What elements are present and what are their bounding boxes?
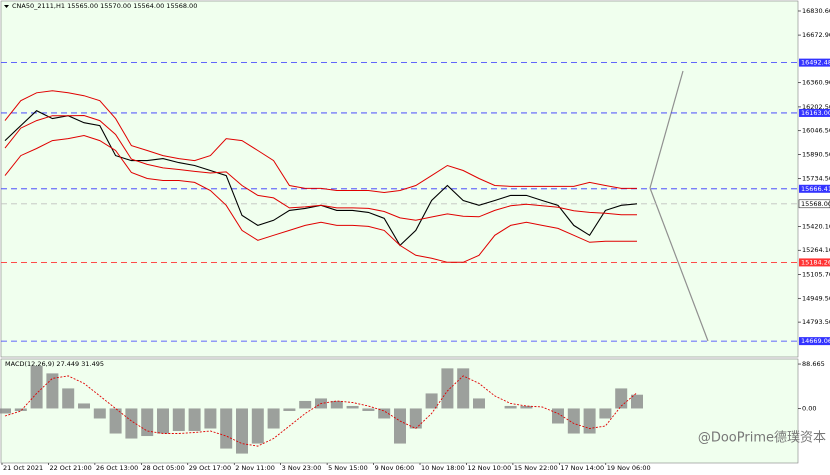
macd-bar xyxy=(409,408,422,429)
macd-bar xyxy=(631,394,643,409)
level-label-box xyxy=(799,258,830,267)
x-tick-label: 15 Nov 22:00 xyxy=(514,464,558,471)
x-tick-label: 28 Oct 05:00 xyxy=(142,464,184,471)
y-tick-label: 0.00 xyxy=(802,404,816,412)
macd-bar xyxy=(109,408,122,434)
y-tick-label: 16830.60 xyxy=(802,7,830,15)
macd-bar xyxy=(473,398,485,409)
macd-bar xyxy=(378,408,391,419)
level-label-box xyxy=(799,58,830,67)
chart-title: CNA50_2111,H1 15565.00 15570.00 15564.00… xyxy=(12,2,197,10)
x-tick-label: 10 Nov 18:00 xyxy=(421,464,465,471)
projection-arrow xyxy=(649,70,684,189)
level-label-box xyxy=(799,184,830,193)
macd-bar xyxy=(425,393,438,409)
x-tick-label: 2 Nov 11:00 xyxy=(235,464,275,471)
macd-bar xyxy=(599,408,612,419)
y-tick-label: 88.665 xyxy=(802,360,825,368)
macd-bar xyxy=(520,405,533,409)
x-tick-label: 19 Nov 06:00 xyxy=(607,464,651,471)
level-label: 15666.41 xyxy=(801,185,830,193)
y-tick-label: 16672.90 xyxy=(802,31,830,39)
macd-bar xyxy=(172,408,185,432)
x-tick-label: 22 Oct 21:00 xyxy=(49,464,91,471)
macd-bar xyxy=(0,408,11,414)
level-label: 16492.48 xyxy=(801,59,830,67)
y-tick-label: 15420.10 xyxy=(802,222,830,230)
macd-bar xyxy=(504,405,517,409)
macd-bar xyxy=(62,388,75,409)
level-label: 15568.00 xyxy=(801,200,830,208)
x-tick-label: 3 Nov 23:00 xyxy=(282,464,322,471)
x-tick-label: 17 Nov 14:00 xyxy=(560,464,604,471)
y-tick-label: 16046.50 xyxy=(802,127,830,135)
y-tick-label: 15734.50 xyxy=(802,174,830,182)
macd-title: MACD(12,26,9) 27.449 31.495 xyxy=(5,360,104,368)
macd-bar xyxy=(251,408,264,444)
macd-bar xyxy=(236,408,248,454)
macd-bar xyxy=(141,408,154,437)
macd-bar xyxy=(394,408,406,444)
band-line xyxy=(4,114,637,221)
macd-signal xyxy=(4,375,638,447)
macd-bar xyxy=(330,400,343,409)
level-label: 14669.06 xyxy=(801,337,830,345)
macd-bar xyxy=(46,373,59,409)
menu-triangle xyxy=(4,5,9,8)
macd-bar xyxy=(362,408,375,411)
level-label: 15184.26 xyxy=(801,258,830,266)
level-label-box xyxy=(799,108,830,117)
y-tick-label: 15105.70 xyxy=(802,270,830,278)
macd-bar xyxy=(346,405,359,409)
macd-bar xyxy=(299,400,312,409)
y-tick-label: 16360.90 xyxy=(802,79,830,87)
macd-bar xyxy=(188,408,201,432)
y-tick-label: 15264.10 xyxy=(802,246,830,254)
watermark: @DooPrime德璞资本 xyxy=(698,431,826,446)
band-line xyxy=(4,134,637,263)
macd-bar xyxy=(78,403,90,409)
macd-bar xyxy=(441,368,454,409)
macd-bar xyxy=(567,408,580,434)
macd-bar xyxy=(14,408,27,411)
level-label-box xyxy=(798,199,830,209)
macd-bar xyxy=(267,408,280,429)
projection-arrow xyxy=(649,187,709,342)
x-tick-label: 12 Nov 10:00 xyxy=(467,464,511,471)
y-tick-label: 14949.50 xyxy=(802,294,830,302)
y-tick-label: 15890.50 xyxy=(802,151,830,159)
macd-bar xyxy=(157,408,169,434)
x-tick-label: 21 Oct 2021 xyxy=(3,464,43,471)
x-tick-label: 29 Oct 17:00 xyxy=(189,464,231,471)
macd-bar xyxy=(583,408,596,434)
macd-bar xyxy=(30,365,43,409)
macd-bar xyxy=(125,408,138,439)
x-tick-label: 9 Nov 06:00 xyxy=(375,464,415,471)
macd-bar xyxy=(283,408,296,411)
macd-bar xyxy=(204,408,217,429)
y-tick-label: 16202.50 xyxy=(802,103,830,111)
level-label: 16163.00 xyxy=(801,109,830,117)
level-label-box xyxy=(799,337,830,346)
macd-bar xyxy=(457,368,470,409)
band-line xyxy=(4,90,637,194)
main-panel xyxy=(0,0,799,358)
macd-bar xyxy=(93,408,106,419)
macd-bar xyxy=(220,408,233,449)
x-tick-label: 5 Nov 15:00 xyxy=(328,464,368,471)
y-tick-label: 14793.50 xyxy=(802,318,830,326)
x-tick-label: 26 Oct 13:00 xyxy=(96,464,138,471)
